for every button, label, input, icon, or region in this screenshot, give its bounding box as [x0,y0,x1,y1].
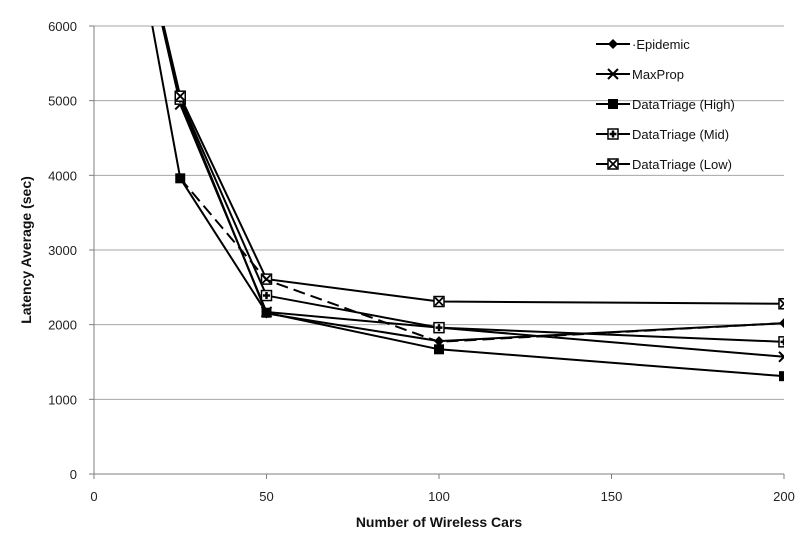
legend-label-epidemic: ·Epidemic [632,37,690,52]
data-point-datatriage-low-200 [778,298,784,310]
data-point-datatriage-mid-200 [778,336,784,348]
legend-item-epidemic: ·Epidemic [596,37,690,52]
legend-item-datatriage-low: DataTriage (Low) [596,157,732,172]
data-point-datatriage-mid-100 [433,321,445,334]
data-point-datatriage-high-100 [434,344,444,355]
x-tick-labels: 0 50 100 150 200 [90,489,794,504]
data-point-datatriage-mid-50 [260,289,273,302]
series-layer [151,26,784,382]
x-tick-label-50: 50 [259,489,273,504]
data-point-datatriage-high-50 [261,307,272,318]
y-tick-label-3000: 3000 [48,243,77,258]
legend-label-datatriage-high: DataTriage (High) [632,97,735,112]
x-tick-label-150: 150 [601,489,623,504]
data-point-datatriage-low-100 [433,295,445,308]
y-tick-label-2000: 2000 [48,318,77,333]
legend-item-maxprop: MaxProp [596,67,684,82]
y-axis-title: Latency Average (sec) [18,176,34,324]
x-tick-label-0: 0 [90,489,97,504]
legend: ·Epidemic MaxProp DataTriage (High) DataTri… [596,37,735,172]
axes [89,25,785,479]
y-tick-label-4000: 4000 [48,168,77,183]
legend-marker-maxprop [607,68,619,80]
y-tick-labels: 0 1000 2000 3000 4000 5000 6000 [48,19,77,482]
y-tick-label-0: 0 [70,467,77,482]
legend-marker-epidemic [608,39,618,49]
x-axis-title: Number of Wireless Cars [356,514,523,530]
data-point-datatriage-low-25 [174,90,186,102]
data-point-datatriage-high-200 [779,371,784,382]
legend-label-datatriage-low: DataTriage (Low) [632,157,732,172]
y-tick-label-6000: 6000 [48,19,77,34]
legend-label-datatriage-mid: DataTriage (Mid) [632,127,729,142]
legend-marker-datatriage-high [608,99,618,109]
legend-marker-datatriage-mid [607,128,619,140]
x-tick-label-200: 200 [773,489,795,504]
legend-item-datatriage-high: DataTriage (High) [596,97,735,112]
data-point-maxprop-200 [778,351,784,363]
series-line-datatriage-low-dashed [179,177,784,343]
legend-item-datatriage-mid: DataTriage (Mid) [596,127,729,142]
x-tick-label-100: 100 [428,489,450,504]
series-line-datatriage-high [151,26,784,378]
y-tick-label-5000: 5000 [48,94,77,109]
legend-marker-datatriage-low [607,158,619,170]
legend-label-maxprop: MaxProp [632,67,684,82]
y-tick-label-1000: 1000 [48,392,77,407]
